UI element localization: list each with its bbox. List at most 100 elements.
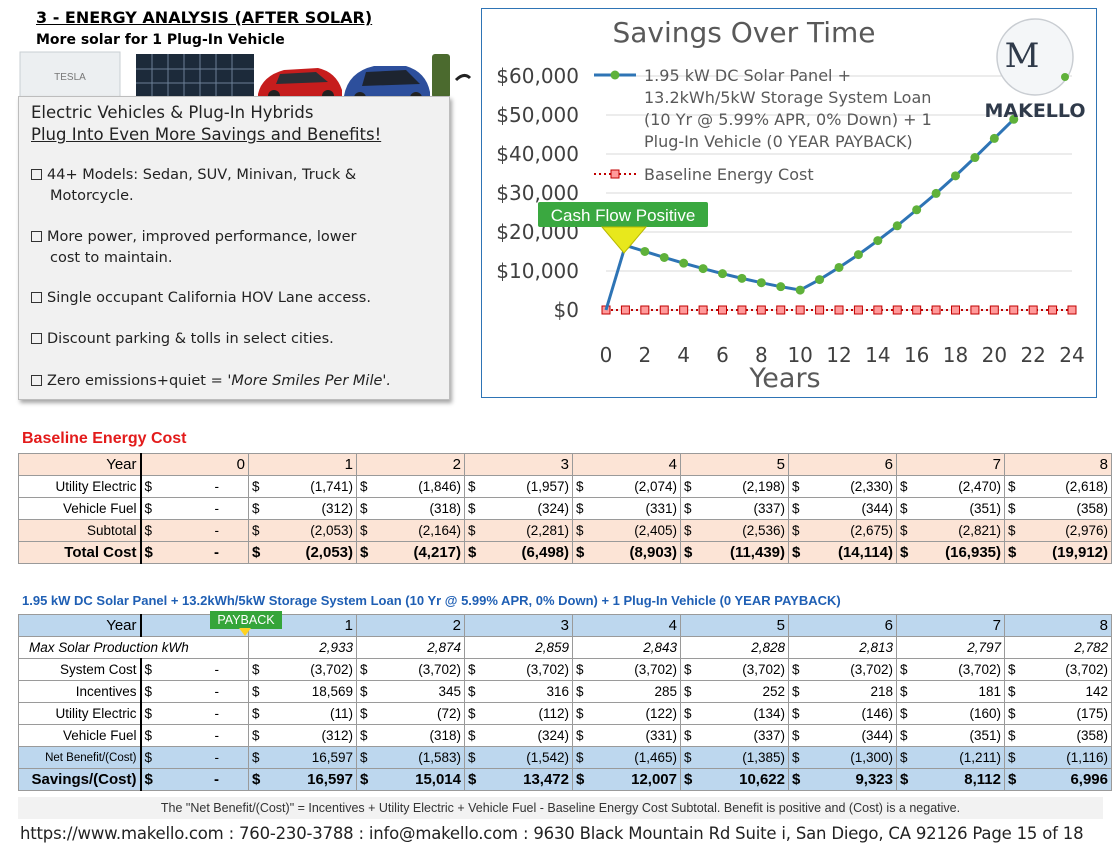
value-cell: $ -	[140, 497, 249, 520]
baseline-point	[834, 305, 844, 315]
solar-point	[931, 188, 941, 198]
savings-chart: $0 $10,000 $20,000 $30,000 $40,000 $50,000 $60…	[481, 8, 1097, 398]
value-cell: $181	[896, 680, 1005, 703]
value-cell: 2,843	[572, 636, 681, 659]
baseline-point	[776, 305, 786, 315]
solar-point	[815, 275, 825, 285]
value-cell: $ (2,053)	[248, 519, 357, 542]
value-cell: $ (3,702)	[896, 658, 1005, 681]
annotation-label: Cash Flow Positive	[551, 206, 696, 225]
year-cell: 5	[680, 614, 789, 637]
value-cell: $ (1,542)	[464, 746, 573, 769]
value-cell: $ (11)	[248, 702, 357, 725]
value-cell: $18,569	[248, 680, 357, 703]
value-cell: $6,996	[1004, 768, 1112, 791]
row-label: Vehicle Fuel	[18, 497, 142, 520]
table-row: System Cost $ - $ (3,702) $ (3,702) $ (3,702) $ (3…	[18, 658, 1112, 681]
value-cell: 2,797	[896, 636, 1005, 659]
row-label: Incentives	[18, 680, 142, 703]
value-cell: $ (2,618)	[1004, 475, 1112, 498]
value-cell: $ (324)	[464, 497, 573, 520]
y-tick-label: $50,000	[496, 103, 579, 127]
baseline-point	[1048, 305, 1058, 315]
baseline-point	[718, 305, 727, 315]
value-cell: $ (312)	[248, 497, 357, 520]
payback-arrow-icon	[239, 628, 251, 636]
checkbox-icon	[31, 333, 42, 344]
value-cell: $ (312)	[248, 724, 357, 747]
solar-point	[718, 269, 727, 279]
table-row: Incentives $ - $18,569 $345 $316 $285 $252 $218 $…	[18, 680, 1112, 703]
table-row: Max Solar Production kWh 2,933 2,874 2,859 2…	[18, 636, 1112, 659]
page-title: 3 - ENERGY ANALYSIS (AFTER SOLAR)	[36, 8, 373, 27]
benefit-item: Discount parking & tolls in select citie…	[31, 329, 334, 350]
value-cell: 2,859	[464, 636, 573, 659]
legend-solar-label: Plug-In Vehicle (0 YEAR PAYBACK)	[644, 132, 913, 151]
baseline-table: Year 0 1 2 3 4 5 6 7 8 Utility Electric $ - $ (1,741) $…	[18, 453, 1112, 564]
value-cell: $ (2,470)	[896, 475, 1005, 498]
baseline-section-title: Baseline Energy Cost	[22, 430, 187, 447]
year-cell: 2	[356, 453, 465, 476]
value-cell: $ (2,536)	[680, 519, 789, 542]
row-label: Max Solar Production kWh	[18, 636, 249, 659]
x-tick-label: 6	[716, 343, 729, 367]
baseline-point	[640, 305, 650, 315]
value-cell: $ (2,164)	[356, 519, 465, 542]
value-cell: $ (318)	[356, 497, 465, 520]
value-cell: $ (318)	[356, 724, 465, 747]
value-cell: $ (11,439)	[680, 541, 789, 564]
value-cell: $ (16,935)	[896, 541, 1005, 564]
value-cell: $ (358)	[1004, 724, 1112, 747]
value-cell: $ -	[140, 658, 249, 681]
year-cell: 8	[1004, 453, 1112, 476]
baseline-point	[951, 305, 960, 315]
table-row: Subtotal $ - $ (2,053) $ (2,164) $ (2,281) $ (2,40…	[18, 519, 1112, 542]
value-cell: $ -	[140, 475, 249, 498]
row-label: Subtotal	[18, 519, 142, 542]
value-cell: $345	[356, 680, 465, 703]
value-cell: $12,007	[572, 768, 681, 791]
row-label: Net Benefit/(Cost)	[18, 746, 142, 769]
value-cell: $ (160)	[896, 702, 1005, 725]
solar-point	[756, 278, 766, 288]
value-cell: $ (331)	[572, 724, 681, 747]
legend-baseline-label: Baseline Energy Cost	[644, 165, 814, 184]
table-row: Net Benefit/(Cost) $ - $16,597 $ (1,583) $ (1,5…	[18, 746, 1112, 769]
baseline-point	[970, 305, 980, 315]
year-cell: 3	[464, 453, 573, 476]
legend-solar-label: (10 Yr @ 5.99% APR, 0% Down) + 1	[644, 110, 932, 129]
year-cell: 2	[356, 614, 465, 637]
product-image-strip: TESLA	[19, 51, 472, 104]
value-cell: $13,472	[464, 768, 573, 791]
value-cell: $ -	[140, 702, 249, 725]
value-cell: $ (2,053)	[248, 541, 357, 564]
x-tick-label: 0	[600, 343, 613, 367]
solar-point	[970, 153, 980, 163]
row-label: Vehicle Fuel	[18, 724, 142, 747]
baseline-point	[698, 305, 708, 315]
value-cell: $ (2,405)	[572, 519, 681, 542]
solar-point	[737, 273, 747, 283]
y-tick-label: $60,000	[496, 64, 579, 88]
solar-point	[951, 171, 960, 181]
value-cell: $ (2,330)	[788, 475, 897, 498]
year-cell: 1	[248, 453, 357, 476]
x-tick-label: 20	[982, 343, 1007, 367]
value-cell: $16,597	[248, 746, 357, 769]
value-cell: $16,597	[248, 768, 357, 791]
year-cell: 7	[896, 614, 1005, 637]
solar-point	[912, 205, 922, 215]
value-cell: $ (1,211)	[896, 746, 1005, 769]
value-cell: $ (1,583)	[356, 746, 465, 769]
solar-table: Year 1 2 3 4 5 6 7 8 Max Solar Production kWh 2,93…	[18, 614, 1112, 791]
baseline-point	[912, 305, 922, 315]
logo-letter: M	[1005, 36, 1040, 76]
value-cell: $ (14,114)	[788, 541, 897, 564]
footnote: The "Net Benefit/(Cost)" = Incentives + …	[18, 797, 1103, 819]
value-cell: $ -	[140, 680, 249, 703]
logo-circle	[996, 18, 1074, 96]
ev-charger-image	[432, 54, 472, 98]
y-tick-label: $40,000	[496, 142, 579, 166]
value-cell: 2,874	[356, 636, 465, 659]
powerwall-image: TESLA	[19, 51, 121, 99]
